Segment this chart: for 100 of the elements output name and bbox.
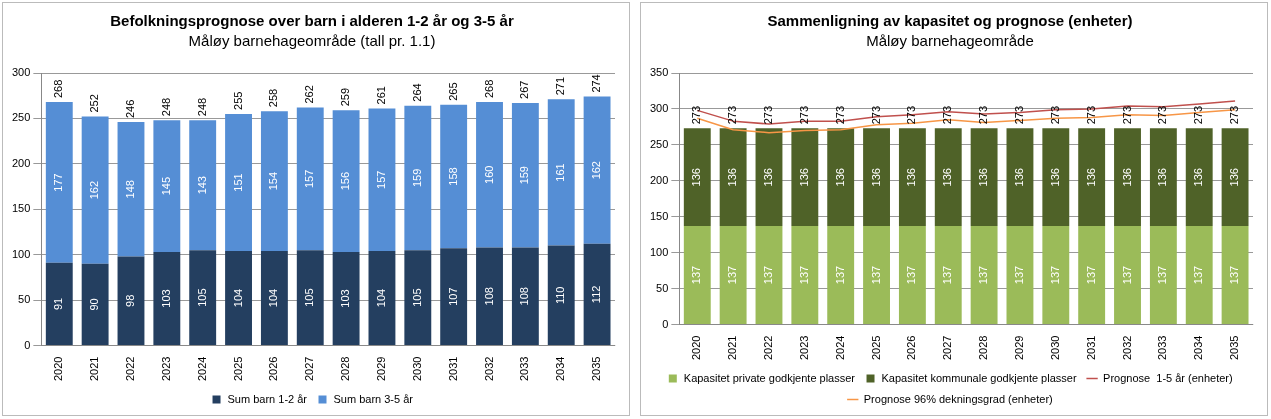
y-tick-label: 0 bbox=[662, 317, 669, 330]
bar bbox=[332, 110, 360, 252]
total-label: 274 bbox=[590, 74, 603, 93]
total-label: 246 bbox=[124, 99, 137, 119]
total-label: 265 bbox=[446, 82, 459, 101]
data-label: 136 bbox=[1120, 168, 1133, 187]
total-label: 248 bbox=[159, 97, 172, 117]
x-tick-label: 2021 bbox=[88, 356, 101, 382]
data-label: 148 bbox=[124, 180, 137, 199]
data-label: 151 bbox=[231, 173, 244, 192]
chart-subtitle: Måløy barnehageområde (tall pr. 1.1) bbox=[188, 32, 436, 50]
y-tick-label: 350 bbox=[649, 66, 669, 79]
data-label: 108 bbox=[482, 287, 495, 306]
data-label: 90 bbox=[88, 298, 101, 311]
x-tick-label: 2027 bbox=[941, 335, 954, 361]
x-tick-label: 2022 bbox=[124, 356, 137, 382]
x-tick-label: 2026 bbox=[267, 356, 280, 382]
x-tick-label: 2030 bbox=[410, 356, 423, 382]
data-label: 136 bbox=[1084, 168, 1097, 187]
data-label: 105 bbox=[303, 288, 316, 307]
total-label: 273 bbox=[1120, 105, 1133, 125]
bar bbox=[45, 102, 73, 263]
data-label: 177 bbox=[52, 173, 65, 192]
data-label: 137 bbox=[1084, 265, 1097, 285]
total-label: 248 bbox=[195, 97, 208, 117]
bar bbox=[225, 251, 252, 346]
data-label: 137 bbox=[869, 265, 882, 285]
data-label: 137 bbox=[1192, 265, 1205, 285]
data-label: 107 bbox=[446, 287, 459, 306]
y-tick-label: 0 bbox=[24, 338, 31, 351]
data-label: 137 bbox=[941, 265, 954, 285]
bar bbox=[260, 111, 288, 252]
total-label: 273 bbox=[797, 105, 810, 125]
bar bbox=[368, 108, 396, 252]
bar bbox=[189, 250, 217, 346]
bar bbox=[547, 245, 575, 346]
x-tick-label: 2033 bbox=[1156, 335, 1169, 361]
total-label: 271 bbox=[554, 76, 567, 96]
bar bbox=[547, 99, 575, 246]
bar bbox=[117, 122, 145, 257]
data-label: 137 bbox=[833, 265, 846, 285]
data-label: 157 bbox=[303, 169, 316, 189]
data-label: 104 bbox=[267, 288, 280, 308]
data-label: 137 bbox=[690, 265, 703, 285]
data-label: 104 bbox=[231, 288, 244, 308]
data-label: 156 bbox=[339, 171, 352, 191]
legend-label: Sum barn 1-2 år bbox=[227, 392, 308, 405]
legend-label: Prognose 96% dekningsgrad (enheter) bbox=[863, 392, 1053, 405]
data-label: 104 bbox=[374, 288, 387, 308]
bar bbox=[404, 250, 432, 346]
y-tick-label: 200 bbox=[11, 156, 31, 169]
data-label: 136 bbox=[726, 168, 739, 187]
data-label: 136 bbox=[941, 168, 954, 187]
y-tick-label: 200 bbox=[649, 173, 669, 186]
data-label: 112 bbox=[590, 285, 603, 304]
x-tick-label: 2028 bbox=[339, 356, 352, 382]
total-label: 273 bbox=[1228, 105, 1241, 125]
legend-label: Kapasitet kommunale godkjente plasser bbox=[881, 371, 1077, 384]
bar bbox=[583, 96, 611, 244]
bar bbox=[45, 262, 73, 346]
y-tick-label: 100 bbox=[649, 245, 669, 258]
data-label: 137 bbox=[726, 265, 739, 285]
legend-label: Prognose 1-5 år (enheter) bbox=[1103, 371, 1233, 384]
bar bbox=[511, 102, 539, 248]
bar bbox=[117, 256, 145, 346]
data-label: 143 bbox=[195, 176, 208, 195]
y-tick-label: 250 bbox=[11, 111, 31, 124]
x-tick-label: 2035 bbox=[590, 356, 603, 382]
x-tick-label: 2024 bbox=[195, 356, 208, 382]
total-label: 268 bbox=[52, 79, 65, 99]
x-tick-label: 2034 bbox=[554, 356, 567, 382]
data-label: 136 bbox=[1012, 168, 1025, 187]
bar bbox=[296, 107, 324, 251]
data-label: 136 bbox=[1228, 168, 1241, 187]
total-label: 273 bbox=[941, 105, 954, 125]
data-label: 137 bbox=[1048, 265, 1061, 285]
total-label: 273 bbox=[726, 105, 739, 125]
data-label: 145 bbox=[159, 176, 172, 196]
data-label: 158 bbox=[446, 167, 459, 186]
total-label: 273 bbox=[833, 105, 846, 125]
total-label: 273 bbox=[762, 105, 775, 125]
bar bbox=[368, 251, 396, 346]
data-label: 161 bbox=[554, 163, 567, 182]
bar bbox=[153, 120, 181, 252]
x-tick-label: 2022 bbox=[762, 335, 775, 361]
total-label: 273 bbox=[1156, 105, 1169, 125]
y-tick-label: 300 bbox=[649, 101, 669, 114]
total-label: 259 bbox=[339, 87, 352, 107]
x-tick-label: 2033 bbox=[518, 356, 531, 382]
bar bbox=[583, 243, 611, 346]
x-tick-label: 2023 bbox=[159, 356, 172, 382]
data-label: 157 bbox=[374, 170, 387, 189]
x-tick-label: 2031 bbox=[1084, 335, 1097, 361]
data-label: 159 bbox=[518, 166, 531, 185]
data-label: 136 bbox=[1156, 168, 1169, 187]
data-label: 136 bbox=[797, 168, 810, 187]
x-tick-label: 2025 bbox=[869, 335, 882, 361]
data-label: 137 bbox=[905, 265, 918, 285]
bar bbox=[81, 263, 109, 346]
legend-label: Sum barn 3-5 år bbox=[333, 392, 414, 405]
